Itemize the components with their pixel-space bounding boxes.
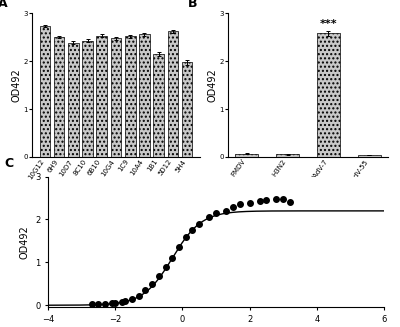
Y-axis label: OD492: OD492 xyxy=(208,68,218,102)
Point xyxy=(213,210,219,215)
Y-axis label: OD492: OD492 xyxy=(12,68,22,102)
Y-axis label: OD492: OD492 xyxy=(20,225,30,259)
Bar xyxy=(111,39,121,157)
Point xyxy=(112,300,118,305)
Bar xyxy=(182,62,192,157)
Point xyxy=(223,208,229,214)
Point xyxy=(119,299,125,304)
Point xyxy=(182,235,189,240)
Point xyxy=(189,228,196,233)
Point xyxy=(109,301,115,306)
Point xyxy=(162,265,169,270)
Bar xyxy=(125,36,136,157)
Bar xyxy=(235,154,258,157)
Point xyxy=(246,200,253,206)
Text: ***: *** xyxy=(320,19,337,29)
Bar xyxy=(168,31,178,157)
Point xyxy=(169,255,176,261)
Bar xyxy=(40,26,50,157)
Bar xyxy=(68,43,79,157)
Point xyxy=(230,205,236,210)
Text: A: A xyxy=(0,0,8,10)
Bar xyxy=(358,155,381,157)
Point xyxy=(136,293,142,299)
Bar xyxy=(153,54,164,157)
Point xyxy=(156,273,162,279)
Text: B: B xyxy=(188,0,198,10)
Point xyxy=(149,281,155,286)
Point xyxy=(206,215,212,220)
Point xyxy=(273,197,280,202)
Point xyxy=(263,198,270,203)
Point xyxy=(196,221,202,226)
Point xyxy=(280,196,286,201)
Bar xyxy=(276,154,299,157)
Point xyxy=(122,298,128,303)
Bar xyxy=(139,34,150,157)
Text: C: C xyxy=(4,157,14,170)
Bar xyxy=(317,33,340,157)
Point xyxy=(95,301,102,307)
Bar xyxy=(96,36,107,157)
Point xyxy=(102,301,108,306)
Point xyxy=(176,245,182,250)
Bar xyxy=(54,37,64,157)
Point xyxy=(88,302,95,307)
Point xyxy=(142,288,149,293)
Point xyxy=(287,200,293,205)
Bar xyxy=(82,41,93,157)
Point xyxy=(236,202,243,207)
Point xyxy=(256,199,263,204)
Point xyxy=(129,296,135,301)
